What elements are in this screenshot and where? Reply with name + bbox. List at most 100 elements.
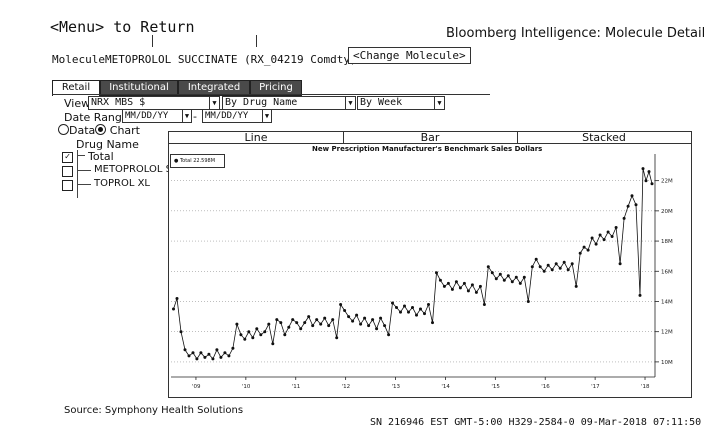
molecule-ticker[interactable]: (RX_04219 Comdty) bbox=[244, 53, 357, 66]
data-point bbox=[215, 348, 219, 352]
toprol-checkbox[interactable] bbox=[62, 180, 73, 191]
data-point bbox=[331, 318, 335, 322]
y-tick-label: 12M bbox=[661, 330, 673, 336]
data-point bbox=[399, 310, 402, 314]
data-point bbox=[442, 284, 446, 288]
data-point bbox=[538, 265, 542, 269]
y-tick-label: 20M bbox=[661, 209, 673, 215]
group-select-value: By Drug Name bbox=[225, 97, 298, 108]
chart-legend: ● Total 22.598M bbox=[170, 154, 225, 168]
x-tick-label: '10 bbox=[242, 384, 251, 390]
chevron-down-icon[interactable]: ▼ bbox=[209, 97, 219, 109]
data-point bbox=[458, 286, 462, 290]
data-point bbox=[259, 333, 263, 337]
data-point bbox=[411, 306, 414, 309]
chevron-down-icon[interactable]: ▼ bbox=[262, 110, 271, 122]
date-separator: - bbox=[193, 110, 197, 123]
drug-item-total[interactable]: Total bbox=[88, 150, 114, 163]
data-point bbox=[644, 179, 648, 183]
data-point bbox=[598, 233, 602, 237]
data-point bbox=[550, 268, 554, 272]
data-point bbox=[211, 357, 215, 361]
molecule-line: MoleculeMETOPROLOL SUCCINATE (RX_04219 C… bbox=[52, 52, 369, 66]
date-from-input[interactable]: MM/DD/YY ▼ bbox=[122, 109, 192, 123]
data-point bbox=[526, 300, 530, 303]
data-point bbox=[454, 280, 458, 284]
tab-stacked[interactable]: Stacked bbox=[582, 131, 626, 144]
chevron-down-icon[interactable]: ▼ bbox=[434, 97, 444, 109]
data-point bbox=[191, 351, 195, 355]
period-select[interactable]: By Week ▼ bbox=[357, 96, 445, 110]
molecule-label: Molecule bbox=[52, 53, 105, 66]
x-tick-label: '11 bbox=[292, 384, 301, 390]
status-line: SN 216946 EST GMT-5:00 H329-2584-0 09-Ma… bbox=[370, 417, 702, 428]
data-point bbox=[474, 290, 478, 294]
data-point bbox=[427, 303, 430, 306]
data-point bbox=[594, 242, 598, 246]
data-point bbox=[478, 284, 482, 288]
chevron-down-icon[interactable]: ▼ bbox=[182, 110, 191, 122]
data-point bbox=[303, 321, 307, 325]
data-point bbox=[610, 235, 614, 238]
change-molecule-button[interactable]: <Change Molecule> bbox=[348, 47, 471, 64]
data-point bbox=[407, 310, 410, 314]
tree-connector bbox=[77, 184, 91, 185]
data-point bbox=[375, 327, 379, 331]
data-point bbox=[283, 333, 287, 337]
tab-integrated[interactable]: Integrated bbox=[178, 80, 250, 96]
date-to-input[interactable]: MM/DD/YY ▼ bbox=[202, 109, 272, 123]
group-select[interactable]: By Drug Name ▼ bbox=[222, 96, 356, 110]
data-point bbox=[335, 336, 339, 340]
tab-line[interactable]: Line bbox=[169, 132, 344, 144]
data-point bbox=[450, 287, 454, 291]
data-point bbox=[647, 170, 651, 174]
tab-bar[interactable]: Bar bbox=[343, 132, 518, 144]
data-point bbox=[207, 352, 211, 356]
chevron-down-icon[interactable]: ▼ bbox=[345, 97, 355, 109]
data-point bbox=[618, 262, 622, 266]
data-point bbox=[578, 251, 582, 255]
data-point bbox=[275, 318, 279, 322]
total-checkbox[interactable]: ✓ bbox=[62, 152, 73, 163]
metoprolol-checkbox[interactable] bbox=[62, 166, 73, 177]
data-point bbox=[363, 316, 367, 320]
data-point bbox=[203, 355, 207, 359]
menu-pointer-line bbox=[152, 35, 153, 47]
data-point bbox=[435, 271, 438, 275]
date-range-label: Date Range bbox=[64, 111, 129, 124]
data-point bbox=[510, 280, 514, 284]
data-point bbox=[395, 306, 398, 309]
x-tick-label: '09 bbox=[192, 384, 201, 390]
data-point bbox=[239, 333, 243, 337]
data-point bbox=[247, 330, 251, 334]
data-point bbox=[367, 324, 371, 328]
tab-retail[interactable]: Retail bbox=[52, 80, 100, 96]
data-point bbox=[470, 283, 474, 287]
data-point bbox=[315, 318, 319, 322]
drug-list-header: Drug Name bbox=[76, 138, 139, 151]
data-point bbox=[295, 321, 299, 325]
drug-item-metoprolol[interactable]: METOPROLOL S... bbox=[94, 164, 182, 175]
data-point bbox=[490, 271, 494, 275]
data-point bbox=[187, 354, 191, 358]
series-line bbox=[173, 168, 653, 360]
data-radio[interactable] bbox=[58, 124, 69, 135]
tab-institutional[interactable]: Institutional bbox=[100, 80, 178, 96]
chart-radio[interactable] bbox=[95, 124, 107, 135]
tab-pricing[interactable]: Pricing bbox=[250, 80, 302, 96]
data-point bbox=[558, 266, 562, 270]
data-point bbox=[423, 312, 426, 316]
view-label: View bbox=[64, 97, 91, 110]
chart-radio-label[interactable]: Chart bbox=[109, 124, 140, 137]
menu-return-hint[interactable]: <Menu> to Return bbox=[50, 18, 195, 36]
legend-dot-icon: ● bbox=[174, 158, 180, 164]
data-point bbox=[287, 325, 291, 329]
view-select[interactable]: NRX MBS $ ▼ bbox=[88, 96, 220, 110]
data-point bbox=[299, 327, 303, 331]
drug-item-toprol[interactable]: TOPROL XL bbox=[94, 178, 151, 189]
tree-connector bbox=[77, 170, 91, 171]
date-from-placeholder: MM/DD/YY bbox=[125, 111, 169, 121]
data-point bbox=[243, 337, 247, 341]
data-point bbox=[307, 315, 311, 319]
data-radio-label[interactable]: Data bbox=[69, 124, 96, 137]
